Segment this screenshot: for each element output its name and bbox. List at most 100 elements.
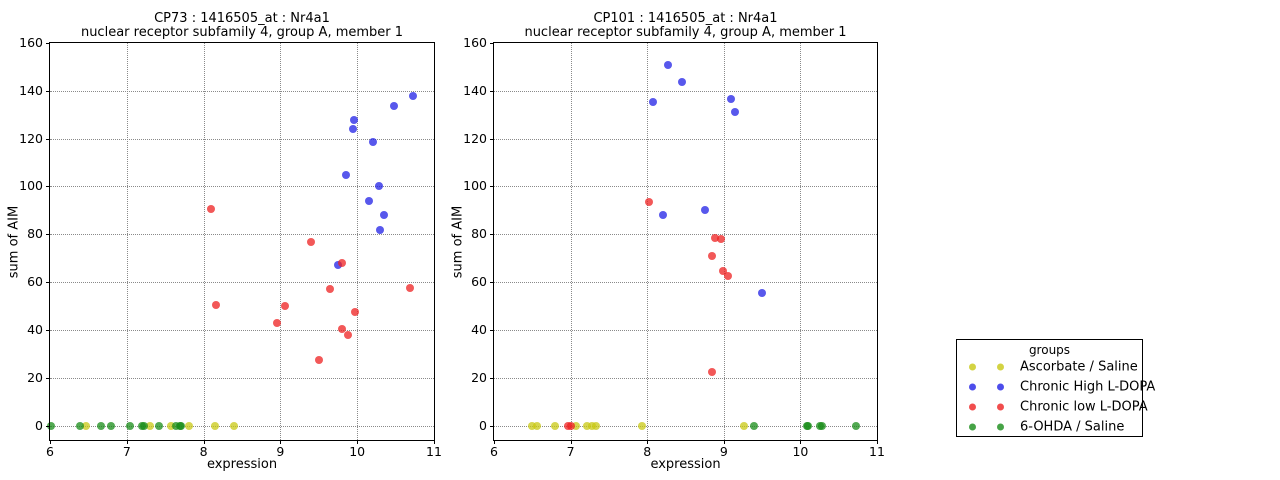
legend-marker [997,383,1004,391]
x-tick [126,440,128,444]
y-tick [46,186,50,188]
scatter-point [663,60,672,69]
gridline-horizontal [50,90,434,92]
scatter-point [369,138,378,147]
y-tick [46,329,50,331]
scatter-point [307,237,316,246]
scatter-point [82,421,91,430]
y-tick [490,234,494,236]
y-tick [46,377,50,379]
scatter-point [566,421,575,430]
gridline-vertical [357,43,359,440]
gridline-horizontal [50,282,434,284]
x-tick [434,440,435,444]
scatter-point [637,421,646,430]
scatter-point [658,211,667,220]
x-tick-label: 11 [426,444,442,459]
y-tick-label: 160 [19,35,43,50]
x-tick [877,440,878,444]
x-tick-label: 7 [566,444,575,459]
x-tick-label: 11 [869,444,885,459]
x-axis-label: expression [206,457,278,472]
gridline-vertical [203,43,205,440]
y-tick-label: 0 [479,417,487,433]
y-tick-label: 80 [471,226,487,242]
gridline-vertical [126,43,128,440]
scatter-point [125,421,134,430]
scatter-point [177,421,186,430]
scatter-point [648,97,657,106]
scatter-point [711,233,720,242]
scatter-point [758,288,767,297]
plot-subtitle: nuclear receptor subfamily 4, group A, m… [524,25,847,40]
scatter-point [591,421,600,430]
legend-marker [969,423,976,431]
scatter-point [582,421,591,430]
x-tick [800,440,802,444]
y-tick-label: 20 [471,369,487,385]
scatter-point [350,308,359,317]
scatter-point [75,421,84,430]
scatter-point [532,421,541,430]
legend-entry: Ascorbate / Saline [957,357,1142,377]
y-tick [490,329,494,331]
scatter-point [145,421,154,430]
plot-frame [49,42,435,441]
scatter-point [374,182,383,191]
x-tick [723,440,725,444]
scatter-point [230,421,239,430]
scatter-point [708,251,717,260]
scatter-point [726,95,735,104]
scatter-point [731,108,740,117]
gridline-horizontal [494,186,877,188]
y-tick [46,138,50,140]
x-tick-label: 8 [643,444,652,459]
legend-marker [969,403,976,411]
x-tick [357,440,359,444]
scatter-point [211,300,220,309]
scatter-point [750,421,759,430]
scatter-point [707,367,716,376]
y-tick [46,234,50,236]
y-tick [490,138,494,140]
scatter-point [644,198,653,207]
y-tick [490,425,494,427]
y-tick-label: 140 [463,82,487,98]
y-tick-label: 120 [19,130,43,146]
y-tick-label: 20 [27,369,43,385]
scatter-point [155,421,164,430]
scatter-point [140,421,149,430]
legend-box: groups Ascorbate / Saline Chronic High L-… [956,339,1155,437]
gridline-horizontal [50,138,434,140]
gridline-horizontal [50,377,434,379]
y-tick [490,90,494,92]
scatter-point [817,421,826,430]
x-tick [280,440,282,444]
scatter-point [677,78,686,87]
gridline-vertical [647,43,649,440]
y-tick [46,43,50,44]
legend-marker [997,423,1004,431]
scatter-point [719,267,728,276]
legend-entry-label: Ascorbate / Saline [1020,359,1138,375]
scatter-point [551,421,560,430]
scatter-point [185,421,193,430]
plot-title: CP73 : 1416505_at : Nr4a1 [154,11,330,26]
legend-entry: Chronic low L-DOPA [957,397,1148,417]
y-tick [490,377,494,379]
x-tick [203,440,205,444]
legend-marker [969,363,976,371]
x-tick-label: 6 [490,444,498,459]
gridline-horizontal [494,90,877,92]
scatter-point [571,421,580,430]
scatter-point [211,421,220,430]
gridline-horizontal [494,282,877,284]
scatter-point [349,125,358,134]
scatter-point [337,259,346,268]
y-tick-label: 0 [35,417,43,433]
scatter-point [106,421,115,430]
scatter-point [341,170,350,179]
scatter-point [46,421,55,430]
x-tick [50,440,51,444]
legend-marker [997,363,1004,371]
